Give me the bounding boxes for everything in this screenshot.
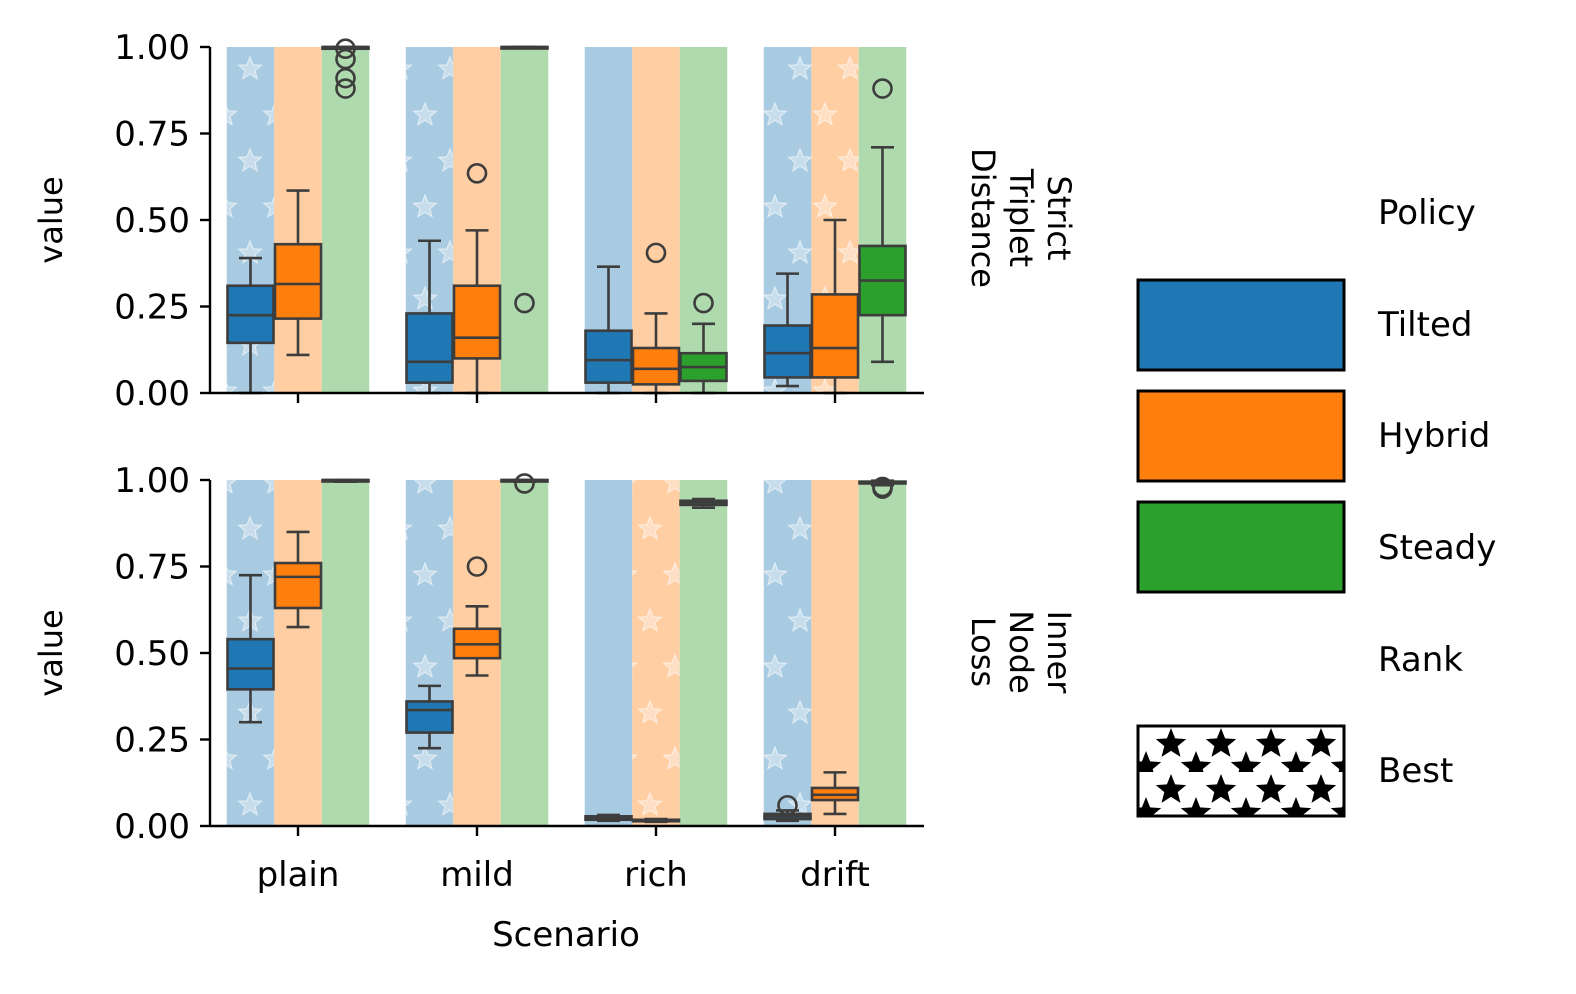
background-bar: [321, 47, 370, 393]
background-bar: [584, 480, 633, 826]
outlier-point: [466, 162, 488, 184]
box-plot: [500, 45, 549, 314]
best-rank-hatch: [405, 480, 454, 826]
box-plot: [321, 38, 370, 99]
outlier-point: [645, 242, 667, 264]
legend-label-hybrid: Hybrid: [1378, 416, 1490, 456]
facet-label-line: Node: [1002, 610, 1040, 694]
background-bar: [500, 47, 549, 393]
box-plot: [858, 78, 907, 364]
y-tick-label: 0.00: [114, 807, 190, 847]
legend-label-tilted: Tilted: [1377, 305, 1472, 345]
facet-label-line: Triplet: [1002, 168, 1040, 267]
box-iqr: [631, 346, 681, 386]
panels-layer: 0.00 0.25 0.50 0.75 1.00 0.00 0.25 0.50 0.75 1.00: [114, 28, 924, 847]
legend-swatch-best-pattern: [1139, 727, 1343, 815]
outlier-point: [335, 38, 356, 60]
box-plot: [452, 556, 502, 677]
outlier-point: [335, 48, 356, 70]
background-bar: [858, 480, 907, 826]
background-bar: [679, 480, 728, 826]
x-tick-label: drift: [800, 855, 870, 895]
legend-swatch-tilted: [1136, 278, 1346, 372]
outlier-point: [466, 556, 488, 577]
box-iqr: [763, 324, 812, 379]
box-plot: [810, 771, 860, 816]
y-tick-label: 1.00: [114, 28, 190, 68]
legend-title-policy: Policy: [1378, 193, 1476, 233]
box-plot: [631, 242, 681, 395]
box-plot: [584, 265, 633, 395]
box-iqr: [273, 242, 323, 320]
box-iqr: [810, 293, 860, 379]
box-plot: [452, 162, 502, 395]
box-plot: [500, 473, 549, 494]
box-plot: [763, 794, 812, 823]
box-plot: [226, 573, 275, 724]
box-iqr: [584, 329, 633, 384]
box-plot: [679, 497, 728, 509]
y-tick-label: 1.00: [114, 461, 190, 501]
box-plot: [405, 239, 454, 395]
y-tick-label: 0.25: [114, 288, 190, 328]
facet-panel: 0.00 0.25 0.50 0.75 1.00: [114, 461, 924, 847]
box-plot: [273, 530, 323, 629]
legend: Policy Tilted Hybrid Steady Rank Best: [1136, 193, 1496, 818]
facet-label-line: Inner: [1040, 611, 1078, 695]
outlier-point: [514, 292, 535, 314]
box-iqr: [452, 284, 502, 360]
facet-label-line: Loss: [964, 617, 1002, 687]
y-tick-label: 0.50: [114, 634, 190, 674]
background-bar: [811, 480, 859, 826]
outlier-point: [872, 78, 893, 99]
y-tick-label: 0.25: [114, 721, 190, 761]
box-plot: [631, 817, 681, 824]
facet-label-strict-triplet-distance: Strict Triplet Distance: [964, 148, 1078, 288]
box-iqr: [405, 700, 454, 734]
x-tick-label: rich: [624, 855, 688, 895]
legend-title-rank: Rank: [1378, 640, 1463, 680]
box-plot: [858, 476, 907, 499]
box-plot: [810, 218, 860, 395]
best-rank-hatch: [763, 480, 812, 826]
facet-panel: 0.00 0.25 0.50 0.75 1.00: [114, 28, 924, 414]
legend-label-steady: Steady: [1378, 528, 1496, 568]
facet-label-line: Distance: [964, 148, 1002, 288]
x-tick-label: plain: [257, 855, 340, 895]
y-tick-label: 0.75: [114, 548, 190, 588]
box-plot: [273, 189, 323, 357]
box-plot: [405, 684, 454, 750]
y-axis-title-bottom: value: [32, 609, 70, 696]
y-tick-label: 0.00: [114, 374, 190, 414]
outlier-point: [872, 476, 893, 498]
y-axis-title-top: value: [32, 176, 70, 263]
outlier-point: [514, 473, 535, 494]
y-tick-label: 0.75: [114, 115, 190, 155]
box-iqr: [273, 561, 323, 610]
box-plot: [763, 272, 812, 388]
y-tick-label: 0.50: [114, 201, 190, 241]
legend-swatch-steady: [1136, 500, 1346, 594]
legend-label-best: Best: [1378, 751, 1453, 791]
box-iqr: [405, 312, 454, 384]
box-plot: [321, 478, 370, 484]
box-iqr: [226, 637, 275, 691]
box-plot: [584, 813, 633, 823]
outlier-point: [693, 292, 714, 314]
facet-label-line: Strict: [1040, 175, 1078, 260]
x-axis-title: Scenario: [492, 915, 640, 955]
facet-label-inner-node-loss: Inner Node Loss: [964, 610, 1078, 694]
background-bar: [321, 480, 370, 826]
x-tick-label: mild: [440, 855, 514, 895]
background-bar: [500, 480, 549, 826]
legend-swatch-hybrid: [1136, 389, 1346, 483]
best-rank-hatch: [632, 480, 680, 826]
outlier-point: [335, 78, 356, 99]
outlier-point: [777, 794, 798, 816]
